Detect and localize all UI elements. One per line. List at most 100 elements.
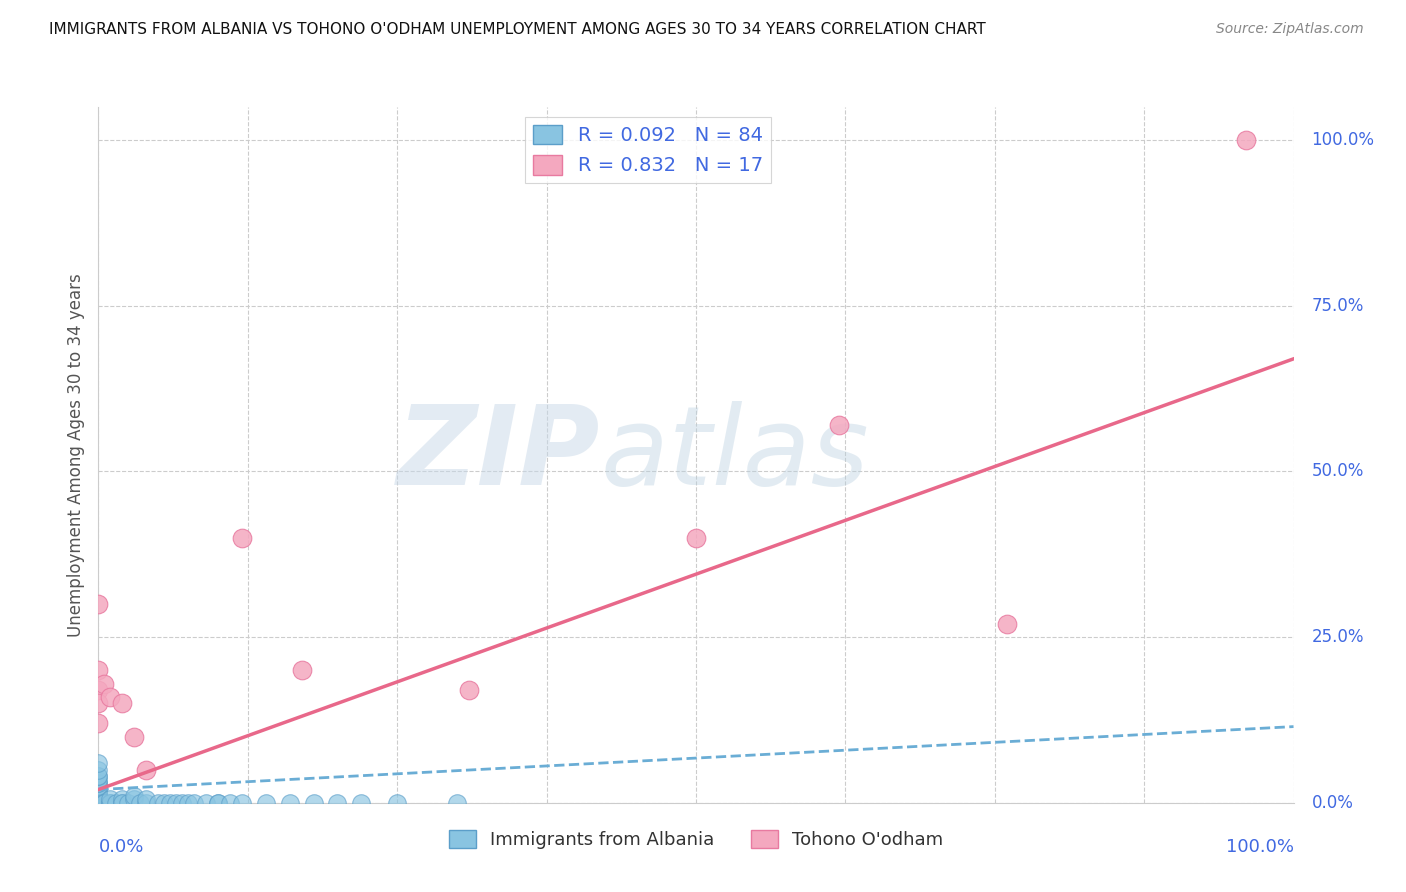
- Text: 25.0%: 25.0%: [1312, 628, 1364, 646]
- Point: [87, 772, 110, 787]
- Point: [87, 796, 110, 810]
- Point: [87, 796, 110, 810]
- Point: [87, 716, 110, 731]
- Point: [111, 792, 134, 806]
- Point: [87, 788, 110, 802]
- Point: [302, 796, 325, 810]
- Point: [87, 796, 110, 810]
- Point: [87, 796, 110, 810]
- Point: [135, 763, 157, 777]
- Text: ZIP: ZIP: [396, 401, 600, 508]
- Point: [87, 796, 110, 810]
- Point: [278, 796, 301, 810]
- Text: IMMIGRANTS FROM ALBANIA VS TOHONO O'ODHAM UNEMPLOYMENT AMONG AGES 30 TO 34 YEARS: IMMIGRANTS FROM ALBANIA VS TOHONO O'ODHA…: [49, 22, 986, 37]
- Point: [207, 796, 229, 810]
- Point: [458, 683, 481, 698]
- Text: Source: ZipAtlas.com: Source: ZipAtlas.com: [1216, 22, 1364, 37]
- Point: [111, 697, 134, 711]
- Point: [87, 796, 110, 810]
- Point: [231, 531, 253, 545]
- Point: [87, 784, 110, 798]
- Point: [135, 796, 157, 810]
- Point: [87, 663, 110, 677]
- Point: [87, 789, 110, 804]
- Point: [87, 787, 110, 801]
- Point: [87, 779, 110, 793]
- Point: [124, 730, 146, 744]
- Point: [87, 796, 110, 810]
- Point: [291, 663, 314, 677]
- Point: [87, 796, 110, 810]
- Point: [87, 597, 110, 611]
- Point: [87, 786, 110, 800]
- Point: [111, 796, 134, 810]
- Point: [326, 796, 349, 810]
- Point: [98, 796, 122, 810]
- Point: [177, 796, 200, 810]
- Point: [87, 776, 110, 790]
- Point: [93, 676, 115, 690]
- Point: [87, 796, 110, 810]
- Point: [87, 790, 110, 805]
- Point: [385, 796, 409, 810]
- Text: 0.0%: 0.0%: [1312, 794, 1354, 812]
- Point: [828, 418, 851, 433]
- Point: [87, 769, 110, 783]
- Point: [87, 792, 110, 806]
- Point: [87, 796, 110, 810]
- Point: [87, 789, 110, 804]
- Point: [87, 796, 110, 810]
- Text: 50.0%: 50.0%: [1312, 462, 1364, 481]
- Point: [98, 792, 122, 806]
- Point: [195, 796, 218, 810]
- Point: [87, 796, 110, 810]
- Point: [87, 796, 110, 810]
- Point: [1234, 133, 1257, 147]
- Point: [254, 796, 277, 810]
- Point: [117, 796, 139, 810]
- Point: [87, 786, 110, 800]
- Point: [87, 763, 110, 777]
- Point: [87, 776, 110, 790]
- Point: [87, 796, 110, 810]
- Point: [183, 796, 205, 810]
- Point: [87, 796, 110, 810]
- Point: [93, 796, 115, 810]
- Point: [87, 796, 110, 810]
- Point: [87, 796, 110, 810]
- Point: [87, 796, 110, 810]
- Point: [87, 796, 110, 810]
- Point: [87, 791, 110, 805]
- Point: [87, 796, 110, 810]
- Point: [87, 756, 110, 770]
- Point: [87, 792, 110, 806]
- Text: 100.0%: 100.0%: [1226, 838, 1294, 855]
- Point: [685, 531, 707, 545]
- Point: [98, 796, 122, 810]
- Text: atlas: atlas: [600, 401, 869, 508]
- Legend: Immigrants from Albania, Tohono O'odham: Immigrants from Albania, Tohono O'odham: [441, 822, 950, 856]
- Point: [87, 796, 110, 810]
- Text: 75.0%: 75.0%: [1312, 297, 1364, 315]
- Point: [87, 796, 110, 810]
- Point: [111, 796, 134, 810]
- Text: 100.0%: 100.0%: [1312, 131, 1375, 149]
- Point: [87, 796, 110, 810]
- Point: [446, 796, 468, 810]
- Point: [129, 796, 152, 810]
- Point: [87, 683, 110, 698]
- Point: [87, 782, 110, 797]
- Point: [231, 796, 253, 810]
- Point: [87, 796, 110, 810]
- Point: [98, 690, 122, 704]
- Point: [350, 796, 373, 810]
- Point: [87, 769, 110, 783]
- Text: 0.0%: 0.0%: [98, 838, 143, 855]
- Point: [165, 796, 187, 810]
- Point: [995, 616, 1018, 631]
- Point: [148, 796, 170, 810]
- Point: [219, 796, 242, 810]
- Point: [87, 796, 110, 810]
- Point: [87, 796, 110, 810]
- Point: [153, 796, 176, 810]
